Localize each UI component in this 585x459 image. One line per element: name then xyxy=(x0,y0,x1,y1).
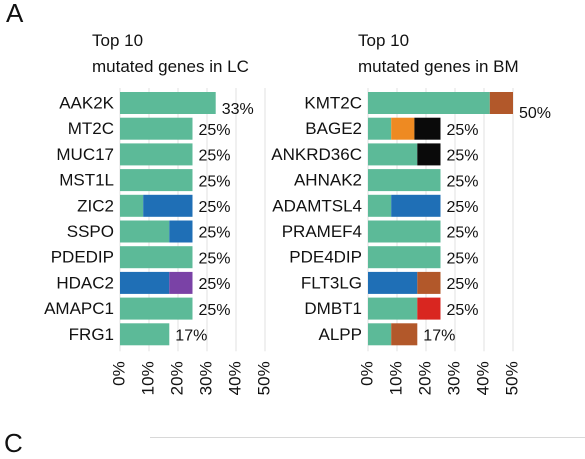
lc-bar-segment xyxy=(120,271,170,294)
lc-category-label: PDEDIP xyxy=(51,248,114,267)
bm-x-tick-label: 40% xyxy=(473,361,492,395)
figure: A Top 10 mutated genes in LC Top 10 muta… xyxy=(4,0,585,458)
lc-value-label: 25% xyxy=(199,250,231,267)
lc-category-label: AAK2K xyxy=(59,93,114,112)
bm-category-label: FLT3LG xyxy=(301,273,362,292)
lc-category-label: MUC17 xyxy=(56,145,114,164)
lc-category-label: FRG1 xyxy=(69,325,114,344)
lc-bar-segment xyxy=(143,194,193,217)
lc-bar-segment xyxy=(120,143,193,166)
bm-value-label: 17% xyxy=(423,328,455,345)
bm-bar-segment xyxy=(391,194,441,217)
bm-x-tick-label: 10% xyxy=(386,361,405,395)
bm-x-tick-label: 0% xyxy=(357,361,376,386)
bm-value-label: 25% xyxy=(447,199,479,216)
lc-category-label: HDAC2 xyxy=(56,273,114,292)
bm-bar-segment xyxy=(368,194,392,217)
bm-value-label: 25% xyxy=(447,302,479,319)
bm-value-label: 25% xyxy=(447,225,479,242)
lc-x-tick-label: 10% xyxy=(138,361,157,395)
lc-bar-segment xyxy=(120,194,144,217)
lc-bar-segment xyxy=(120,297,193,320)
bm-x-tick-label: 20% xyxy=(415,361,434,395)
bm-category-label: BAGE2 xyxy=(305,119,362,138)
bm-bar-segment xyxy=(368,143,418,166)
panel-label: A xyxy=(6,0,24,28)
bm-bar-segment xyxy=(417,297,441,320)
bm-value-label: 25% xyxy=(447,250,479,267)
lc-x-tick-label: 40% xyxy=(225,361,244,395)
bm-bar-segment xyxy=(391,323,418,346)
lc-value-label: 25% xyxy=(199,122,231,139)
lc-bar-segment xyxy=(120,220,170,243)
bm-bar-segment xyxy=(368,246,441,269)
lc-value-label: 25% xyxy=(199,302,231,319)
bm-category-label: ALPP xyxy=(319,325,362,344)
bm-bar-segment xyxy=(417,143,441,166)
lc-bar-segment xyxy=(120,92,216,114)
bm-bar-segment xyxy=(391,117,415,140)
bm-x-tick-label: 30% xyxy=(444,361,463,395)
lc-bar-segment xyxy=(169,271,193,294)
lc-chart-title: Top 10 mutated genes in LC xyxy=(92,28,249,80)
bm-category-label: PRAMEF4 xyxy=(282,222,362,241)
bm-category-label: AHNAK2 xyxy=(294,171,362,190)
bm-chart-title: Top 10 mutated genes in BM xyxy=(358,28,519,80)
bm-category-label: DMBT1 xyxy=(304,299,362,318)
lc-bar-segment xyxy=(120,323,170,346)
lc-x-tick-label: 50% xyxy=(254,361,273,395)
lc-category-label: ZIC2 xyxy=(77,196,114,215)
bm-category-label: PDE4DIP xyxy=(289,248,362,267)
lc-title-line-2: mutated genes in LC xyxy=(92,57,249,76)
bm-bar-segment xyxy=(368,271,418,294)
bm-category-label: ANKRD36C xyxy=(271,145,362,164)
bm-bar-segment xyxy=(414,117,441,140)
bm-x-tick-label: 50% xyxy=(502,361,521,395)
lc-bar-segment xyxy=(120,117,193,140)
lc-bar-segment xyxy=(169,220,193,243)
lc-category-label: MT2C xyxy=(68,119,114,138)
lc-value-label: 25% xyxy=(199,148,231,165)
bm-value-label: 25% xyxy=(447,122,479,139)
bm-bar-segment xyxy=(368,117,392,140)
bm-value-label: 50% xyxy=(519,105,551,122)
lc-x-tick-label: 30% xyxy=(196,361,215,395)
bm-category-label: KMT2C xyxy=(304,93,362,112)
lc-value-label: 25% xyxy=(199,276,231,293)
bm-bar-segment xyxy=(417,271,441,294)
lc-bar-segment xyxy=(120,246,193,269)
lc-value-label: 25% xyxy=(199,225,231,242)
lc-chart: 0% 10% 20% 30% 40% 50% AAK2K 33% MT2C 25% MUC17 25%… xyxy=(44,88,273,395)
bm-bar-segment xyxy=(368,220,441,243)
bm-category-label: ADAMTSL4 xyxy=(272,196,362,215)
bm-value-label: 25% xyxy=(447,173,479,190)
bm-bar-segment xyxy=(489,92,513,114)
lc-x-tick-label: 0% xyxy=(109,361,128,386)
lc-value-label: 25% xyxy=(199,173,231,190)
lc-category-label: SSPO xyxy=(67,222,114,241)
bm-bar-segment xyxy=(368,297,418,320)
bm-bar-segment xyxy=(368,92,490,114)
bm-title-line-2: mutated genes in BM xyxy=(358,57,519,76)
bm-title-line-1: Top 10 xyxy=(358,31,410,50)
bm-chart: 0% 10% 20% 30% 40% 50% KMT2C 50% BAGE2 25% ANKRD36… xyxy=(271,88,551,395)
bm-bar-segment xyxy=(368,323,392,346)
lc-bar-segment xyxy=(120,169,193,192)
lc-x-tick-label: 20% xyxy=(167,361,186,395)
lc-category-label: MST1L xyxy=(59,171,114,190)
lc-value-label: 17% xyxy=(175,328,207,345)
lc-value-label: 25% xyxy=(199,199,231,216)
lc-value-label: 33% xyxy=(222,101,254,118)
panel-divider xyxy=(150,437,585,438)
bm-value-label: 25% xyxy=(447,148,479,165)
bm-value-label: 25% xyxy=(447,276,479,293)
bm-bar-segment xyxy=(368,169,441,192)
lc-category-label: AMAPC1 xyxy=(44,299,114,318)
lc-title-line-1: Top 10 xyxy=(92,31,144,50)
